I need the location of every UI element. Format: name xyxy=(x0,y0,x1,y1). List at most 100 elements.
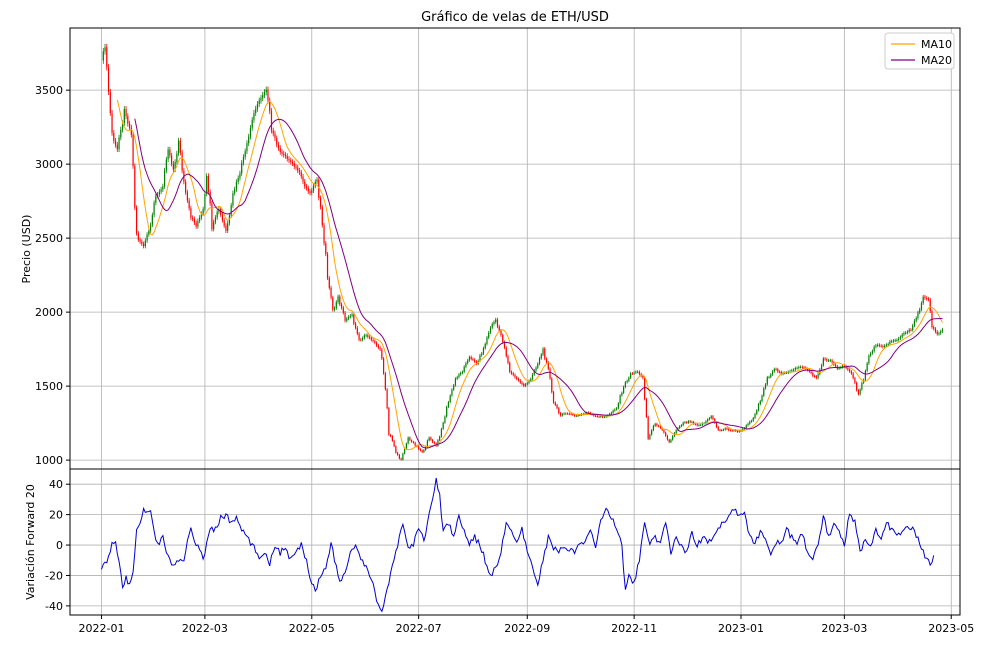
candle-body xyxy=(747,423,749,426)
candle-body xyxy=(328,278,330,288)
candle-body xyxy=(304,181,306,187)
candle-body xyxy=(361,338,364,340)
candle-body xyxy=(393,440,395,447)
candle-body xyxy=(934,328,937,332)
candle-body xyxy=(838,367,840,369)
candle-body xyxy=(922,296,924,304)
candle-body xyxy=(323,225,325,244)
candle-body xyxy=(433,442,436,444)
candle-body xyxy=(647,416,649,439)
candle-body xyxy=(530,379,532,381)
candle-body xyxy=(418,446,420,450)
candle-body xyxy=(293,163,295,167)
candle-body xyxy=(668,439,670,443)
candle-body xyxy=(537,363,539,368)
candle-body xyxy=(575,415,577,417)
candle-body xyxy=(735,430,737,432)
candle-body xyxy=(423,449,425,453)
candle-body xyxy=(300,172,302,177)
candle-body xyxy=(446,406,448,417)
candle-body xyxy=(635,371,637,373)
candle-body xyxy=(600,416,602,418)
candle-body xyxy=(263,92,266,96)
candle-body xyxy=(642,375,644,378)
candle-body xyxy=(342,307,344,313)
candle-body xyxy=(936,331,938,335)
candle-body xyxy=(728,428,730,431)
candle-body xyxy=(605,416,607,418)
candle-body xyxy=(130,127,132,135)
candle-body xyxy=(884,345,886,348)
candle-body xyxy=(924,296,926,298)
candle-body xyxy=(941,329,944,332)
candle-body xyxy=(847,367,849,370)
candle-body xyxy=(447,402,450,407)
candle-body xyxy=(104,47,106,52)
candle-body xyxy=(330,287,332,298)
candle-body xyxy=(573,414,576,416)
candle-body xyxy=(808,370,810,372)
candle-body xyxy=(321,207,323,226)
candle-body xyxy=(414,442,416,446)
candle-body xyxy=(552,392,555,403)
candle-body xyxy=(235,181,238,190)
candle-body xyxy=(905,332,907,334)
candle-body xyxy=(610,412,612,414)
candle-body xyxy=(717,426,719,430)
candle-body xyxy=(178,140,180,154)
candle-body xyxy=(740,430,742,432)
candle-body xyxy=(829,360,831,362)
candle-body xyxy=(377,345,379,348)
candle-body xyxy=(134,166,136,208)
candle-body xyxy=(621,392,623,396)
chart-title: Gráfico de velas de ETH/USD xyxy=(421,10,609,25)
candle-body xyxy=(156,194,159,196)
candle-body xyxy=(670,439,672,443)
candle-body xyxy=(286,156,288,159)
candle-body xyxy=(332,297,334,310)
candle-body xyxy=(842,365,844,368)
candle-body xyxy=(665,432,667,436)
candle-body xyxy=(356,327,358,334)
candle-body xyxy=(389,434,392,437)
candle-body xyxy=(593,414,595,416)
candle-body xyxy=(698,424,700,426)
candle-body xyxy=(917,312,919,319)
candle-body xyxy=(542,348,544,355)
candle-body xyxy=(495,319,497,323)
candle-body xyxy=(775,369,777,371)
candle-body xyxy=(165,159,167,171)
candle-body xyxy=(752,417,754,421)
candle-body xyxy=(225,225,227,231)
bottom-grid xyxy=(70,469,960,615)
candle-body xyxy=(509,362,511,372)
candle-body xyxy=(598,416,600,418)
candle-body xyxy=(502,335,504,343)
candle-body xyxy=(288,158,290,161)
candle-body xyxy=(861,382,863,390)
forward-variation-line xyxy=(101,477,935,613)
candle-body xyxy=(325,243,327,255)
candle-body xyxy=(773,369,775,372)
candle-body xyxy=(784,372,786,374)
candle-body xyxy=(531,374,534,380)
candle-body xyxy=(712,416,714,420)
candle-body xyxy=(631,373,633,375)
candle-body xyxy=(554,402,556,405)
ma20-line xyxy=(134,118,943,449)
candle-body xyxy=(570,413,572,415)
candle-body xyxy=(892,340,895,342)
candle-body xyxy=(516,377,518,379)
candle-body xyxy=(551,378,553,393)
candle-body xyxy=(880,345,882,347)
candle-body xyxy=(630,373,632,378)
candle-body xyxy=(910,329,912,331)
candle-body xyxy=(253,112,255,120)
candle-body xyxy=(761,395,763,402)
candle-body xyxy=(244,151,246,157)
candle-body xyxy=(171,155,173,164)
candle-body xyxy=(221,214,224,221)
candle-body xyxy=(736,430,739,432)
